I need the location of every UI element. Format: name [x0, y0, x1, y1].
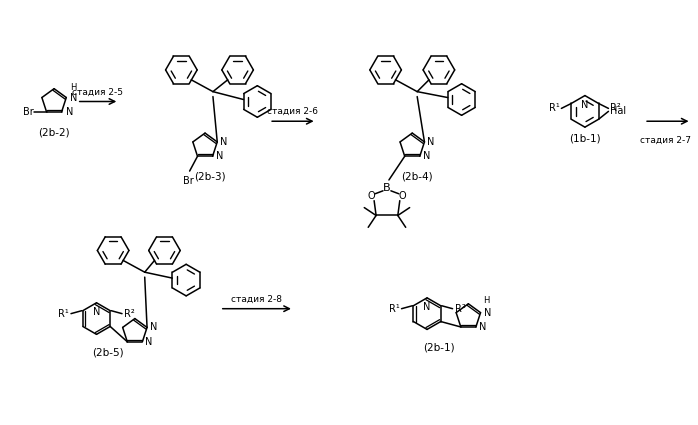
Text: N: N [484, 308, 491, 317]
Text: R¹: R¹ [389, 304, 399, 314]
Text: (2b-4): (2b-4) [401, 171, 433, 181]
Text: R²: R² [454, 304, 466, 314]
Text: R¹: R¹ [549, 103, 559, 113]
Text: N: N [220, 137, 228, 147]
Text: N: N [93, 307, 101, 317]
Text: N: N [216, 151, 223, 161]
Text: (2b-2): (2b-2) [38, 127, 70, 137]
Text: R¹: R¹ [58, 309, 69, 319]
Text: N: N [66, 107, 73, 117]
Text: H: H [70, 82, 77, 92]
Text: (2b-3): (2b-3) [194, 171, 225, 181]
Text: H: H [484, 296, 490, 305]
Text: Br: Br [23, 107, 34, 117]
Text: N: N [423, 151, 430, 161]
Text: стадия 2-6: стадия 2-6 [267, 107, 318, 116]
Text: B: B [383, 183, 391, 193]
Text: N: N [424, 302, 431, 312]
Text: N: N [150, 323, 157, 332]
Text: (1b-1): (1b-1) [569, 134, 601, 144]
Text: R²: R² [611, 103, 621, 113]
Text: N: N [581, 99, 588, 110]
Text: N: N [70, 93, 77, 102]
Text: N: N [145, 337, 153, 347]
Text: R²: R² [124, 309, 135, 319]
Text: N: N [427, 137, 435, 147]
Text: O: O [399, 191, 406, 201]
Text: (2b-1): (2b-1) [423, 342, 454, 352]
Text: Hal: Hal [611, 106, 627, 116]
Text: N: N [479, 322, 487, 332]
Text: Br: Br [184, 176, 194, 186]
Text: (2b-5): (2b-5) [93, 347, 124, 357]
Text: стадия 2-8: стадия 2-8 [231, 295, 283, 304]
Text: стадия 2-5: стадия 2-5 [73, 88, 124, 96]
Text: стадия 2-7: стадия 2-7 [640, 136, 691, 145]
Text: O: O [367, 191, 375, 201]
